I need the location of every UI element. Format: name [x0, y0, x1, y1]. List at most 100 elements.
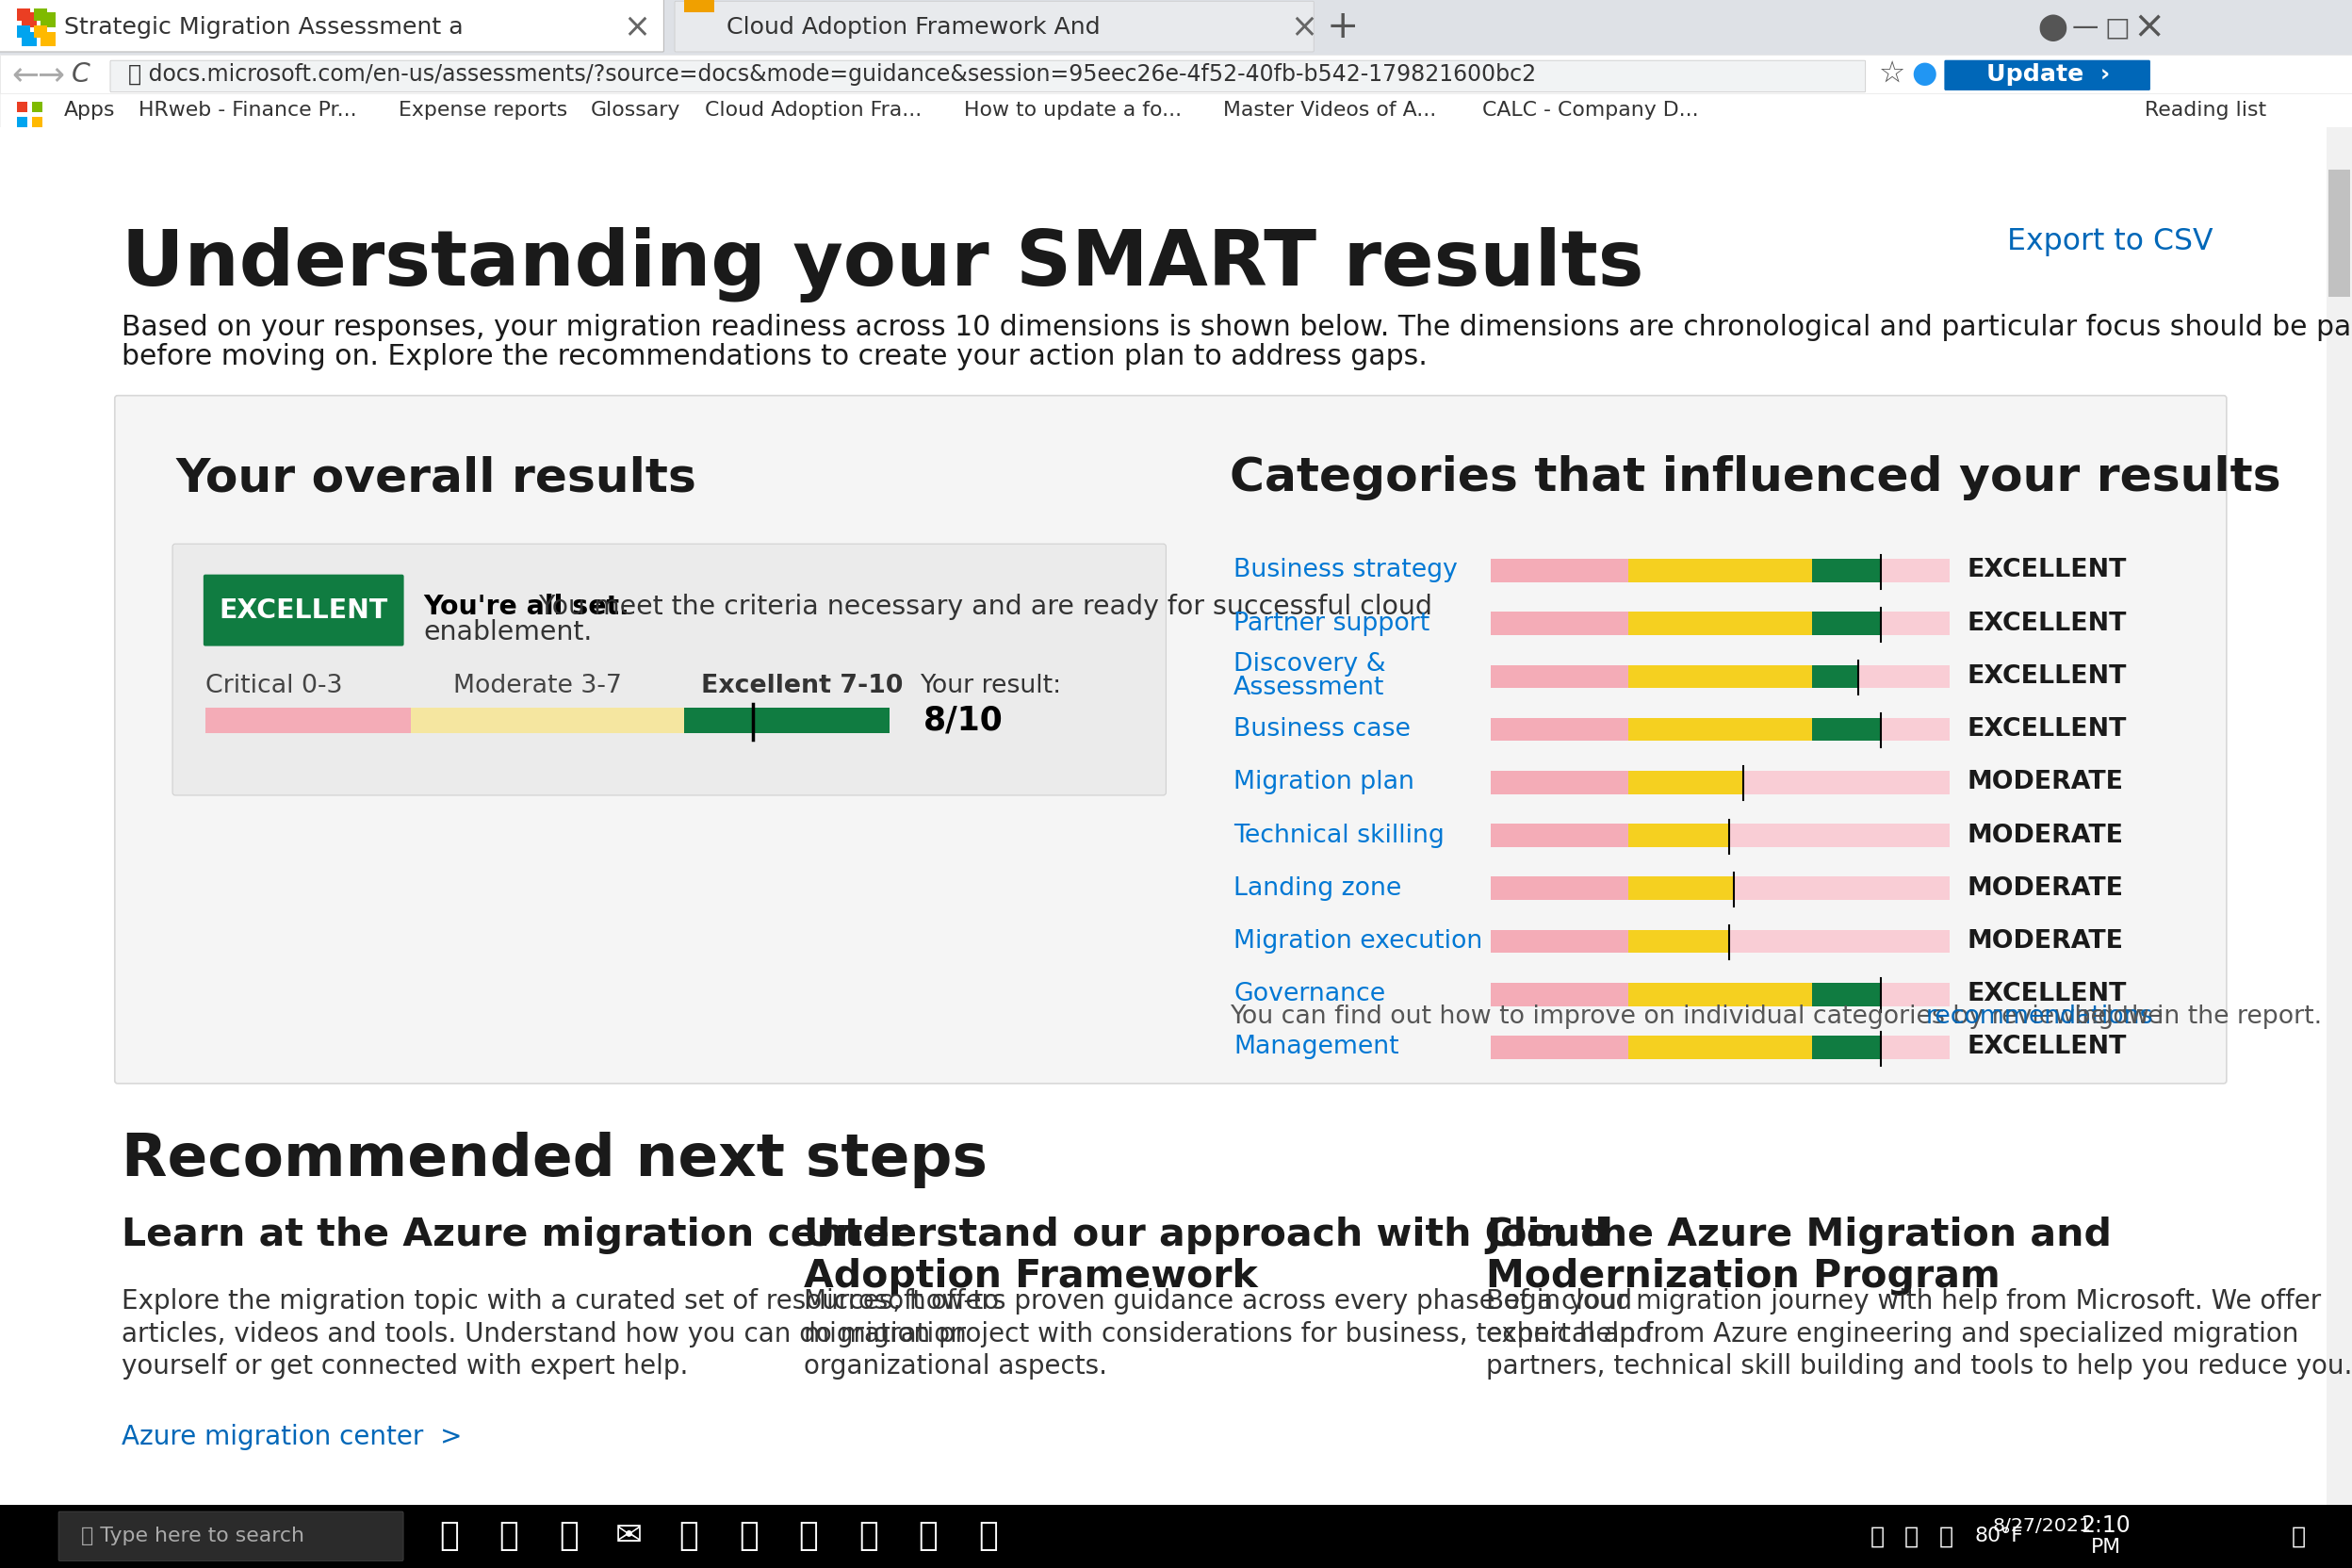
Text: 📱: 📱 — [797, 1521, 818, 1552]
Text: Cloud Adoption Framework And: Cloud Adoption Framework And — [727, 16, 1101, 39]
Text: Strategic Migration Assessment a: Strategic Migration Assessment a — [64, 16, 463, 39]
Bar — [1628, 983, 1811, 1007]
Bar — [1491, 558, 1950, 582]
Text: →: → — [38, 58, 66, 91]
Bar — [1491, 983, 1950, 1007]
Text: Reading list: Reading list — [2145, 100, 2267, 119]
Text: Critical 0-3: Critical 0-3 — [205, 674, 343, 698]
Bar — [1491, 930, 1950, 953]
Text: Management: Management — [1235, 1035, 1399, 1060]
Bar — [16, 116, 28, 127]
Text: Technical skilling: Technical skilling — [1235, 823, 1444, 848]
Text: MODERATE: MODERATE — [1966, 877, 2124, 900]
Bar — [1491, 718, 1628, 742]
Text: 📷: 📷 — [680, 1521, 699, 1552]
Text: Business strategy: Business strategy — [1235, 558, 1458, 583]
Text: Your result:: Your result: — [920, 674, 1061, 698]
Bar — [1811, 718, 1882, 742]
Text: EXCELLENT: EXCELLENT — [1966, 982, 2126, 1007]
Bar — [0, 55, 2352, 93]
Bar — [35, 25, 47, 38]
Text: EXCELLENT: EXCELLENT — [1966, 612, 2126, 635]
Text: Migration plan: Migration plan — [1235, 770, 1414, 795]
Text: Master Videos of A...: Master Videos of A... — [1223, 100, 1437, 119]
Bar — [2326, 127, 2352, 1568]
Text: Business case: Business case — [1235, 717, 1411, 742]
Text: Understanding your SMART results: Understanding your SMART results — [122, 227, 1644, 303]
FancyBboxPatch shape — [115, 395, 2227, 1083]
Text: 🎵: 🎵 — [739, 1521, 757, 1552]
Text: ⬛: ⬛ — [440, 1521, 459, 1552]
Text: Apps: Apps — [64, 100, 115, 119]
Bar — [1491, 558, 1628, 582]
Text: Expense reports: Expense reports — [397, 100, 567, 119]
Bar — [1628, 930, 1729, 953]
Text: EXCELLENT: EXCELLENT — [1966, 717, 2126, 742]
Text: ✉: ✉ — [614, 1521, 642, 1552]
Text: Explore the migration topic with a curated set of resources, how-to
articles, vi: Explore the migration topic with a curat… — [122, 1289, 1000, 1380]
Text: EXCELLENT: EXCELLENT — [1966, 665, 2126, 688]
Text: recommendations: recommendations — [1926, 1005, 2152, 1029]
Text: 📶: 📶 — [1905, 1526, 1919, 1548]
Bar — [1491, 612, 1950, 635]
Bar — [1628, 718, 1811, 742]
Text: Understand our approach with Cloud
Adoption Framework: Understand our approach with Cloud Adopt… — [804, 1217, 1609, 1297]
Text: ×: × — [623, 11, 652, 44]
Bar — [33, 116, 42, 127]
Text: Based on your responses, your migration readiness across 10 dimensions is shown : Based on your responses, your migration … — [122, 314, 2352, 340]
Text: Join the Azure Migration and
Modernization Program: Join the Azure Migration and Modernizati… — [1486, 1217, 2112, 1297]
Text: 💬: 💬 — [858, 1521, 877, 1552]
Bar — [1491, 877, 1628, 900]
Bar — [1628, 877, 1733, 900]
Text: —: — — [2072, 14, 2098, 41]
Text: 🔵: 🔵 — [917, 1521, 938, 1552]
Text: 🔍 Type here to search: 🔍 Type here to search — [82, 1527, 303, 1546]
Bar — [684, 707, 889, 734]
Bar — [1491, 983, 1628, 1007]
Bar — [1491, 1035, 1628, 1058]
Text: You meet the criteria necessary and are ready for successful cloud: You meet the criteria necessary and are … — [529, 593, 1432, 619]
Bar — [16, 8, 31, 22]
Bar — [1628, 823, 1729, 847]
Bar — [1491, 612, 1628, 635]
Text: Discovery &
Assessment: Discovery & Assessment — [1235, 652, 1385, 701]
Text: How to update a fo...: How to update a fo... — [964, 100, 1183, 119]
Bar — [40, 31, 56, 47]
Bar — [1811, 665, 1858, 688]
Bar — [0, 1504, 2352, 1568]
Text: 80°F: 80°F — [1976, 1527, 2023, 1546]
Text: 8/27/2021: 8/27/2021 — [1992, 1516, 2091, 1535]
Bar — [1491, 823, 1628, 847]
Bar — [1491, 718, 1950, 742]
Text: MODERATE: MODERATE — [1966, 930, 2124, 953]
Bar — [684, 0, 715, 13]
Bar — [35, 8, 47, 22]
Text: Microsoft offers proven guidance across every phase of a cloud
migration project: Microsoft offers proven guidance across … — [804, 1289, 1653, 1380]
Text: Learn at the Azure migration center: Learn at the Azure migration center — [122, 1217, 908, 1254]
Text: Landing zone: Landing zone — [1235, 877, 1402, 900]
Bar — [1628, 771, 1743, 793]
Text: Partner support: Partner support — [1235, 612, 1430, 635]
Bar — [0, 0, 2352, 55]
Text: 📁: 📁 — [499, 1521, 520, 1552]
Text: 🔋: 🔋 — [1938, 1526, 1952, 1548]
Text: Update  ›: Update › — [1987, 63, 2110, 86]
Text: ×: × — [1291, 11, 1317, 44]
Bar — [0, 93, 2352, 127]
Bar — [21, 31, 35, 47]
Text: ●: ● — [1912, 60, 1938, 89]
FancyBboxPatch shape — [59, 1512, 405, 1560]
Bar — [33, 102, 42, 113]
Text: ⬤: ⬤ — [2037, 14, 2067, 41]
Text: Migration execution: Migration execution — [1235, 930, 1482, 953]
Bar — [1811, 983, 1882, 1007]
Text: EXCELLENT: EXCELLENT — [1966, 1035, 2126, 1060]
Text: C: C — [73, 61, 92, 88]
Bar — [16, 25, 31, 38]
FancyBboxPatch shape — [675, 2, 1315, 52]
Text: ←: ← — [12, 58, 40, 91]
Bar — [1811, 558, 1882, 582]
Bar — [1628, 665, 1811, 688]
Bar — [412, 707, 684, 734]
Text: before moving on. Explore the recommendations to create your action plan to addr: before moving on. Explore the recommenda… — [122, 343, 1428, 370]
